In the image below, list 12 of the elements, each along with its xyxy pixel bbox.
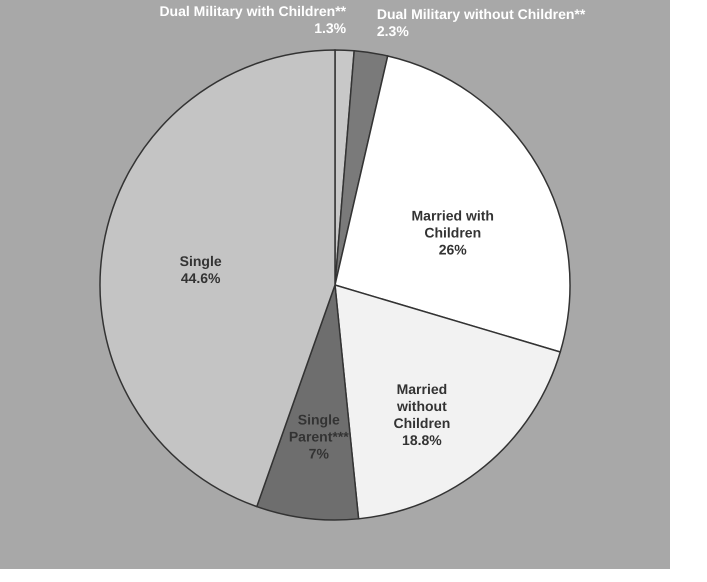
- slice-label: Dual Military with Children**: [159, 3, 347, 20]
- slice-label: Dual Military without Children**: [376, 6, 586, 22]
- slice-label: Married with Children: [412, 207, 494, 240]
- data-label: 2.3%: [376, 23, 410, 40]
- data-label: 7%: [308, 445, 330, 462]
- data-label: 26%: [438, 241, 468, 258]
- slice-label: Single Parent***: [288, 411, 350, 444]
- slice-label: Married without Children: [393, 381, 450, 432]
- slice-label: Single: [180, 252, 222, 269]
- data-label: 1.3%: [314, 20, 347, 36]
- data-label: 18.8%: [402, 432, 442, 448]
- data-label: 44.6%: [180, 270, 222, 286]
